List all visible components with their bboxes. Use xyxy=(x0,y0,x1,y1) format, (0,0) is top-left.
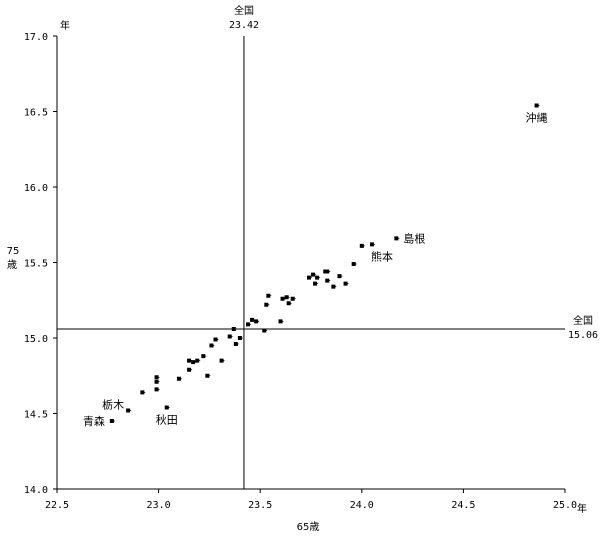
data-point xyxy=(306,275,313,280)
data-point xyxy=(264,302,270,307)
data-point xyxy=(313,281,319,286)
data-point xyxy=(331,284,337,289)
data-point xyxy=(311,272,317,277)
point-label: 島根 xyxy=(403,231,425,245)
y-tick-label: 14.0 xyxy=(24,485,48,496)
y-axis-label-bottom: 歳 xyxy=(7,259,17,271)
ref-y-value: 15.06 xyxy=(568,330,598,341)
ref-y-label: 全国 xyxy=(573,314,593,327)
y-tick-label: 17.0 xyxy=(24,32,48,43)
data-point xyxy=(325,269,331,274)
data-point xyxy=(195,358,201,363)
point-label: 青森 xyxy=(83,414,105,428)
data-point xyxy=(359,243,366,248)
x-tick-label: 23.5 xyxy=(248,500,272,511)
data-point xyxy=(290,296,297,301)
data-point xyxy=(219,358,226,363)
data-point xyxy=(233,342,240,347)
data-point xyxy=(154,387,161,392)
y-unit-label: 年 xyxy=(60,19,70,32)
tick-labels: 22.5 23.0 23.5 24.0 24.5 25.0 14.0 14.5 15.0 15.5… xyxy=(24,32,577,511)
y-tick-label: 15.0 xyxy=(24,334,48,345)
data-point xyxy=(191,360,197,365)
x-tick-label: 24.0 xyxy=(350,500,374,511)
data-point xyxy=(254,319,260,324)
data-point xyxy=(209,343,215,348)
reference-lines xyxy=(57,36,565,489)
data-point xyxy=(337,274,343,279)
data-point xyxy=(154,379,161,384)
data-point xyxy=(164,405,171,410)
x-tick-label: 23.0 xyxy=(147,500,171,511)
data-point xyxy=(369,242,376,247)
data-point xyxy=(284,295,291,300)
x-tick-label: 25.0 xyxy=(553,500,577,511)
y-tick-label: 15.5 xyxy=(24,259,48,270)
data-point xyxy=(325,278,331,283)
data-point xyxy=(534,103,541,108)
data-point xyxy=(343,281,350,286)
x-tick-label: 24.5 xyxy=(451,500,475,511)
data-point xyxy=(140,390,146,395)
data-point xyxy=(176,376,183,381)
data-point xyxy=(227,334,234,339)
data-point xyxy=(213,337,219,342)
point-label: 栃木 xyxy=(102,397,124,411)
data-points xyxy=(109,103,541,424)
data-point xyxy=(231,326,238,331)
point-label: 秋田 xyxy=(156,412,178,426)
data-point xyxy=(126,408,132,413)
data-point xyxy=(286,301,293,306)
data-point xyxy=(154,375,161,380)
data-point xyxy=(278,319,285,324)
y-axis-label-top: 75 xyxy=(7,246,20,257)
axes xyxy=(53,35,566,493)
data-point xyxy=(109,419,116,424)
data-point xyxy=(394,236,400,241)
ref-x-value: 23.42 xyxy=(229,20,259,31)
data-point xyxy=(315,275,321,280)
data-point xyxy=(187,367,193,372)
x-axis-label: 65歳 xyxy=(297,521,320,533)
y-tick-label: 16.5 xyxy=(24,108,48,119)
point-label: 沖縄 xyxy=(526,110,548,124)
data-point xyxy=(187,358,193,363)
data-point xyxy=(351,262,358,267)
y-tick-label: 14.5 xyxy=(24,410,48,421)
data-point xyxy=(246,322,252,327)
data-point xyxy=(201,354,207,359)
data-point xyxy=(266,293,272,298)
x-tick-label: 22.5 xyxy=(45,500,69,511)
ref-x-label: 全国 xyxy=(234,4,254,17)
data-point xyxy=(262,328,268,333)
data-point xyxy=(250,317,256,322)
data-point xyxy=(205,373,211,378)
data-point xyxy=(237,336,244,340)
x-unit-label: 年 xyxy=(577,502,587,515)
point-label: 熊本 xyxy=(371,249,393,263)
y-tick-label: 16.0 xyxy=(24,183,48,194)
data-point xyxy=(280,296,287,301)
